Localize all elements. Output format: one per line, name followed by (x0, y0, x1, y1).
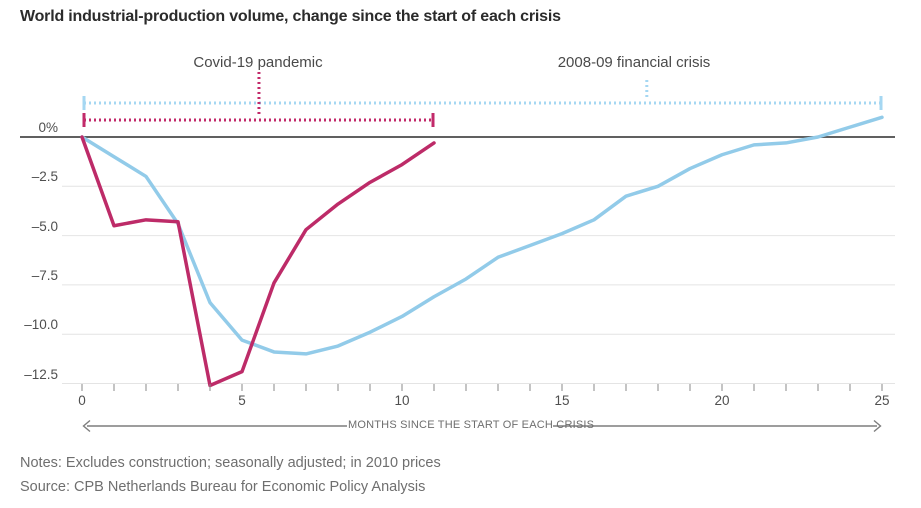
x-tick-label: 5 (238, 393, 246, 408)
x-tick-label: 20 (714, 393, 730, 408)
x-tick-label: 25 (874, 393, 890, 408)
y-tick-label: –2.5 (31, 169, 58, 185)
y-tick-label: –7.5 (31, 267, 58, 283)
arrowhead-left-icon (82, 419, 91, 433)
notes-text: Notes: Excludes construction; seasonally… (20, 455, 441, 471)
x-tick-label: 0 (78, 393, 86, 408)
source-text: Source: CPB Netherlands Bureau for Econo… (20, 479, 426, 495)
gfc-line (80, 115, 884, 356)
legend-label-gfc: 2008-09 financial crisis (557, 54, 711, 71)
y-tick-label: –12.5 (24, 366, 58, 382)
legend-label-covid: Covid-19 pandemic (193, 54, 323, 71)
x-tick-label: 15 (554, 393, 570, 408)
y-tick-label: –5.0 (31, 218, 58, 234)
x-tick-label: 10 (394, 393, 410, 408)
covid-line (80, 135, 436, 388)
x-axis-title: MONTHS SINCE THE START OF EACH CRISIS (348, 419, 595, 431)
arrowhead-right-icon (873, 419, 882, 433)
y-tick-label: 0% (38, 120, 58, 135)
y-tick-label: –10.0 (24, 317, 58, 333)
chart-title: World industrial-production volume, chan… (20, 8, 561, 25)
